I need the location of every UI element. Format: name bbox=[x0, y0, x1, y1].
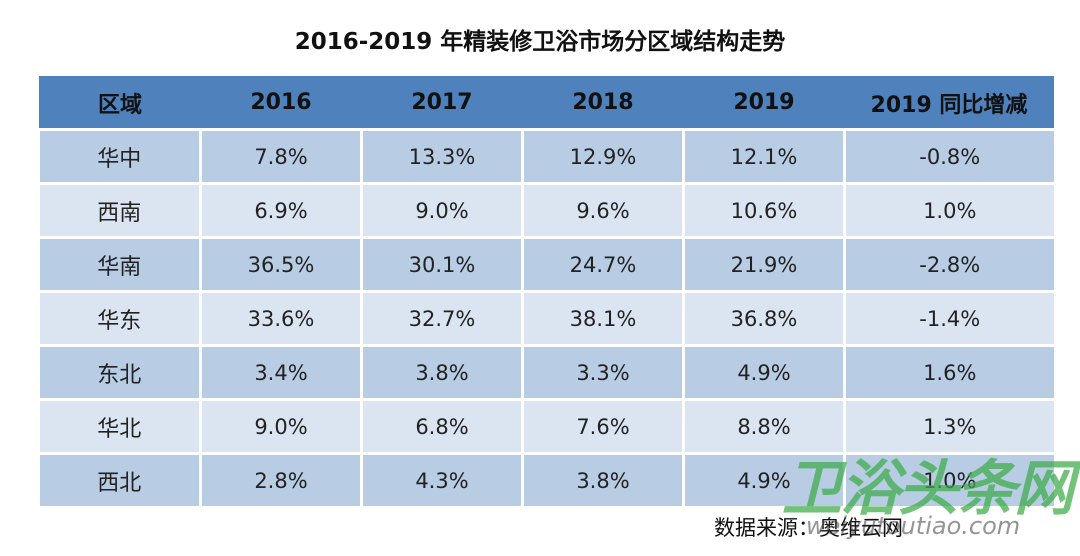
region-cell: 华南 bbox=[39, 236, 201, 292]
region-cell: 西北 bbox=[39, 452, 201, 506]
value-cell: 12.9% bbox=[521, 128, 684, 184]
value-cell: 4.9% bbox=[682, 344, 845, 400]
value-cell: 2.8% bbox=[199, 452, 362, 506]
table-row: 西北 2.8% 4.3% 3.8% 4.9% 1.0% bbox=[39, 452, 1054, 506]
yoy-cell: 1.6% bbox=[843, 344, 1054, 400]
table-row: 西南 6.9% 9.0% 9.6% 10.6% 1.0% bbox=[39, 182, 1054, 238]
value-cell: 7.8% bbox=[199, 128, 362, 184]
value-cell: 30.1% bbox=[360, 236, 523, 292]
table-row: 东北 3.4% 3.8% 3.3% 4.9% 1.6% bbox=[39, 344, 1054, 400]
value-cell: 36.8% bbox=[682, 290, 845, 346]
yoy-cell: -2.8% bbox=[843, 236, 1054, 292]
value-cell: 4.9% bbox=[682, 452, 845, 506]
value-cell: 8.8% bbox=[682, 398, 845, 454]
table-row: 华南 36.5% 30.1% 24.7% 21.9% -2.8% bbox=[39, 236, 1054, 292]
value-cell: 32.7% bbox=[360, 290, 523, 346]
value-cell: 6.9% bbox=[199, 182, 362, 238]
header-cell-2019: 2019 bbox=[683, 76, 845, 130]
yoy-cell: 1.0% bbox=[843, 182, 1054, 238]
yoy-cell: -0.8% bbox=[843, 128, 1054, 184]
region-share-table: 区域 2016 2017 2018 2019 2019 同比增减 华中 7.8%… bbox=[39, 76, 1054, 506]
table-row: 华东 33.6% 32.7% 38.1% 36.8% -1.4% bbox=[39, 290, 1054, 346]
header-cell-2016: 2016 bbox=[200, 76, 362, 130]
region-cell: 华中 bbox=[39, 128, 201, 184]
header-cell-2018: 2018 bbox=[522, 76, 684, 130]
value-cell: 6.8% bbox=[360, 398, 523, 454]
value-cell: 12.1% bbox=[682, 128, 845, 184]
table-row: 华中 7.8% 13.3% 12.9% 12.1% -0.8% bbox=[39, 128, 1054, 184]
header-cell-2017: 2017 bbox=[361, 76, 523, 130]
value-cell: 3.8% bbox=[521, 452, 684, 506]
value-cell: 13.3% bbox=[360, 128, 523, 184]
value-cell: 7.6% bbox=[521, 398, 684, 454]
value-cell: 9.0% bbox=[199, 398, 362, 454]
value-cell: 33.6% bbox=[199, 290, 362, 346]
yoy-cell: -1.4% bbox=[843, 290, 1054, 346]
yoy-cell: 1.0% bbox=[843, 452, 1054, 506]
value-cell: 3.8% bbox=[360, 344, 523, 400]
value-cell: 10.6% bbox=[682, 182, 845, 238]
header-cell-yoy: 2019 同比增减 bbox=[844, 76, 1054, 130]
header-cell-region: 区域 bbox=[39, 76, 201, 130]
header-row: 区域 2016 2017 2018 2019 2019 同比增减 bbox=[39, 76, 1054, 130]
region-cell: 东北 bbox=[39, 344, 201, 400]
data-source-note: 数据来源：奥维云网 bbox=[714, 516, 903, 540]
value-cell: 9.6% bbox=[521, 182, 684, 238]
region-cell: 华东 bbox=[39, 290, 201, 346]
value-cell: 3.3% bbox=[521, 344, 684, 400]
value-cell: 4.3% bbox=[360, 452, 523, 506]
table-row: 华北 9.0% 6.8% 7.6% 8.8% 1.3% bbox=[39, 398, 1054, 454]
table-title: 2016-2019 年精装修卫浴市场分区域结构走势 bbox=[294, 29, 786, 55]
value-cell: 9.0% bbox=[360, 182, 523, 238]
value-cell: 21.9% bbox=[682, 236, 845, 292]
value-cell: 24.7% bbox=[521, 236, 684, 292]
yoy-cell: 1.3% bbox=[843, 398, 1054, 454]
region-cell: 华北 bbox=[39, 398, 201, 454]
value-cell: 3.4% bbox=[199, 344, 362, 400]
value-cell: 38.1% bbox=[521, 290, 684, 346]
region-cell: 西南 bbox=[39, 182, 201, 238]
value-cell: 36.5% bbox=[199, 236, 362, 292]
